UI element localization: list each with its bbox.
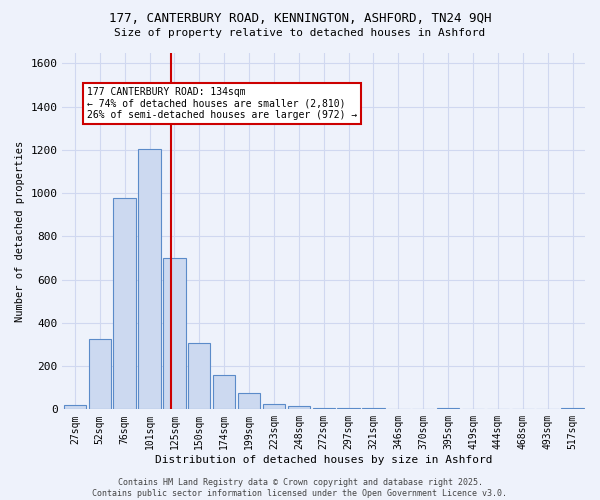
Bar — [362, 408, 385, 410]
Bar — [238, 393, 260, 409]
Y-axis label: Number of detached properties: Number of detached properties — [15, 140, 25, 322]
Bar — [337, 408, 360, 410]
Bar — [437, 408, 460, 410]
Bar — [188, 344, 211, 409]
X-axis label: Distribution of detached houses by size in Ashford: Distribution of detached houses by size … — [155, 455, 493, 465]
Text: Contains HM Land Registry data © Crown copyright and database right 2025.
Contai: Contains HM Land Registry data © Crown c… — [92, 478, 508, 498]
Text: 177, CANTERBURY ROAD, KENNINGTON, ASHFORD, TN24 9QH: 177, CANTERBURY ROAD, KENNINGTON, ASHFOR… — [109, 12, 491, 26]
Bar — [89, 339, 111, 409]
Bar — [313, 408, 335, 410]
Bar — [562, 408, 584, 410]
Bar — [287, 406, 310, 409]
Bar — [213, 374, 235, 410]
Bar — [139, 148, 161, 410]
Bar — [263, 404, 285, 409]
Text: Size of property relative to detached houses in Ashford: Size of property relative to detached ho… — [115, 28, 485, 38]
Bar — [163, 258, 185, 410]
Bar — [113, 198, 136, 410]
Text: 177 CANTERBURY ROAD: 134sqm
← 74% of detached houses are smaller (2,810)
26% of : 177 CANTERBURY ROAD: 134sqm ← 74% of det… — [88, 87, 358, 120]
Bar — [64, 405, 86, 409]
